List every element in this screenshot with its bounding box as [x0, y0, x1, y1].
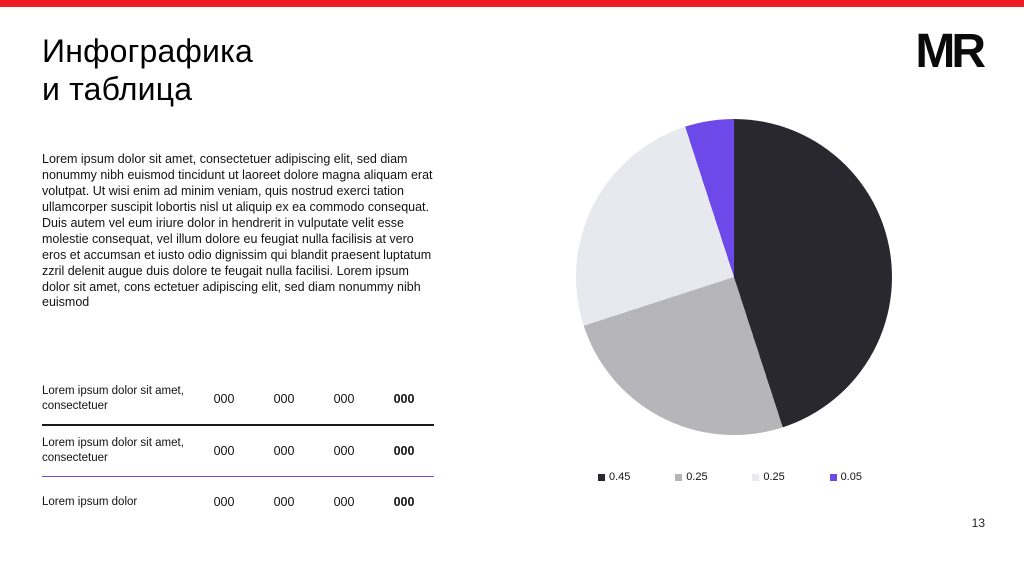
mr-logo: MR: [915, 25, 986, 78]
legend-label: 0.05: [840, 471, 862, 483]
row-label: Lorem ipsum dolor sit amet, consectetuer: [42, 385, 184, 412]
legend-item: 0.25: [752, 471, 785, 483]
row-value-bold: 000: [393, 392, 415, 406]
legend-label: 0.25: [763, 471, 785, 483]
legend-label: 0.25: [686, 471, 708, 483]
row-value: 000: [333, 443, 355, 458]
row-value: 000: [273, 443, 295, 458]
row-value: 000: [273, 392, 295, 406]
row-value: 000: [273, 495, 295, 509]
row-separator: [42, 424, 434, 426]
legend-swatch-icon: [598, 473, 605, 481]
legend-swatch-icon: [752, 473, 760, 481]
row-label: Lorem ipsum dolor: [42, 495, 138, 508]
chart-legend: 0.45 0.25 0.25 0.05: [598, 471, 862, 483]
row-value: 000: [333, 495, 355, 509]
legend-label: 0.45: [609, 471, 631, 483]
table-row: Lorem ipsum dolor 000 000 000 000: [42, 477, 434, 527]
row-value: 000: [213, 392, 235, 406]
row-value: 000: [333, 392, 355, 406]
legend-swatch-icon: [675, 473, 683, 481]
table-row: Lorem ipsum dolor sit amet, consectetuer…: [42, 374, 434, 424]
legend-swatch-icon: [829, 473, 837, 481]
page-title: Инфографика и таблица: [42, 33, 253, 108]
body-paragraph: Lorem ipsum dolor sit amet, consectetuer…: [42, 152, 433, 310]
legend-item: 0.25: [675, 471, 708, 483]
legend-item: 0.05: [829, 471, 862, 483]
table-row: Lorem ipsum dolor sit amet, consectetuer…: [42, 426, 434, 476]
row-value: 000: [213, 443, 235, 458]
pie-chart: [576, 119, 892, 435]
legend-item: 0.45: [598, 471, 630, 483]
row-value: 000: [213, 495, 235, 509]
row-value-bold: 000: [393, 443, 415, 458]
row-label: Lorem ipsum dolor sit amet, consectetuer: [42, 436, 184, 464]
row-separator-accent: [42, 475, 434, 477]
top-accent-bar: [0, 0, 1024, 7]
row-value-bold: 000: [393, 495, 415, 509]
data-table: Lorem ipsum dolor sit amet, consectetuer…: [42, 374, 434, 527]
page-number: 13: [971, 516, 985, 530]
